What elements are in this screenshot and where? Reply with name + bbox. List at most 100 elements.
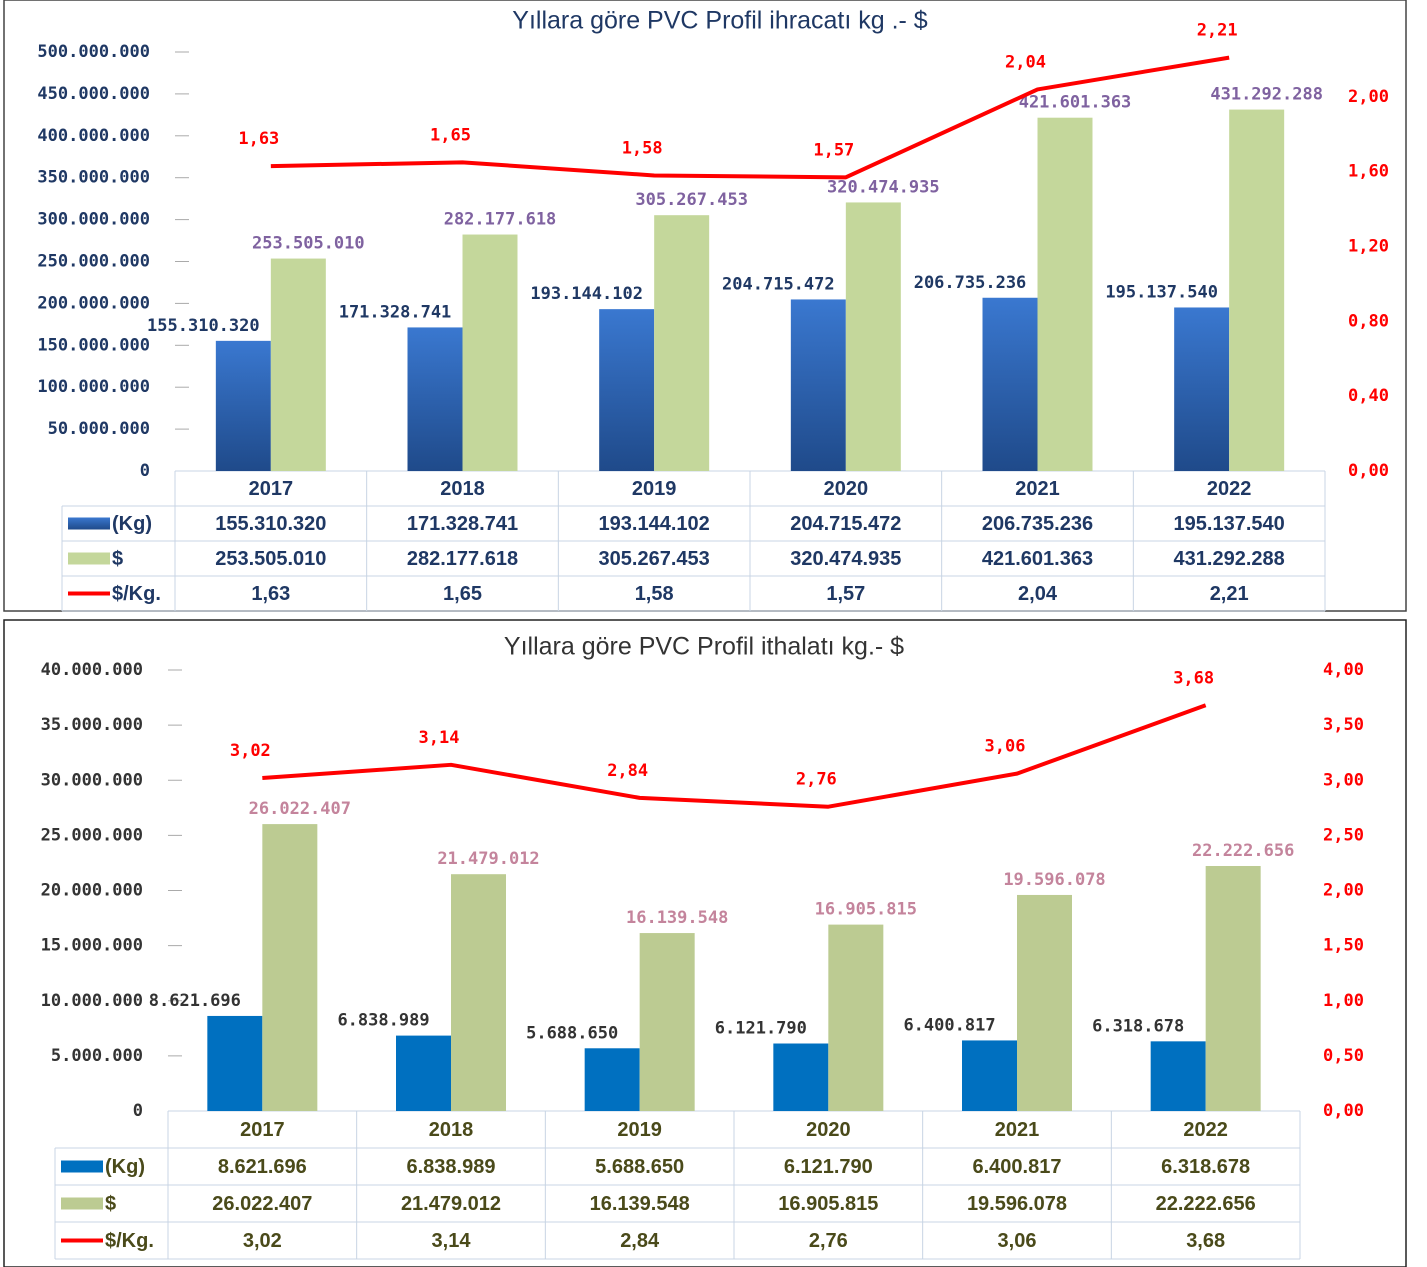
- y-tick-label: 15.000.000: [41, 936, 143, 956]
- bar: [215, 340, 271, 471]
- table-cell: 1,63: [251, 583, 290, 605]
- table-cell: 305.267.453: [599, 548, 710, 570]
- data-label: 305.267.453: [635, 190, 748, 210]
- data-label: 282.177.618: [444, 210, 557, 230]
- y2-tick-label: 1,00: [1323, 991, 1364, 1011]
- chart-frame: [3, 619, 1407, 1267]
- legend-label: $/Kg.: [112, 583, 161, 605]
- data-label: 421.601.363: [1019, 93, 1132, 113]
- line: [262, 703, 1207, 809]
- bar: [1205, 865, 1261, 1111]
- table-cell: 421.601.363: [982, 548, 1093, 570]
- data-label: 431.292.288: [1210, 85, 1323, 105]
- y-tick-label: 400.000.000: [37, 126, 150, 146]
- table-cell: 16.139.548: [590, 1193, 690, 1215]
- data-label: 171.328.741: [339, 302, 452, 322]
- x-tick-label: 2021: [995, 1119, 1040, 1141]
- bar: [1229, 109, 1285, 472]
- data-label: 206.735.236: [914, 273, 1027, 293]
- y-tick-label: 10.000.000: [41, 991, 143, 1011]
- data-label: 8.621.696: [149, 991, 241, 1011]
- legend-swatch: [68, 552, 110, 565]
- y2-tick-label: 3,00: [1323, 770, 1364, 790]
- legend-swatch: [61, 1160, 103, 1173]
- bar: [207, 1015, 263, 1111]
- bar: [1174, 307, 1230, 471]
- bar: [828, 924, 884, 1111]
- legend-label: $: [112, 548, 123, 570]
- table-cell: 1,65: [443, 583, 482, 605]
- table-cell: 6.318.678: [1161, 1156, 1250, 1178]
- line: [270, 55, 1230, 180]
- y2-tick-label: 2,50: [1323, 825, 1364, 845]
- y-tick-label: 30.000.000: [41, 770, 143, 790]
- table-cell: 22.222.656: [1156, 1193, 1256, 1215]
- table-cell: 3,02: [243, 1230, 282, 1252]
- legend-swatch: [61, 1197, 103, 1210]
- table-cell: 204.715.472: [790, 513, 901, 535]
- data-label: 193.144.102: [530, 284, 643, 304]
- y-tick-label: 450.000.000: [37, 84, 150, 104]
- y2-tick-label: 0,80: [1348, 311, 1389, 331]
- y-tick-label: 100.000.000: [37, 377, 150, 397]
- table-cell: 21.479.012: [401, 1193, 501, 1215]
- table-cell: 431.292.288: [1174, 548, 1285, 570]
- table-cell: 195.137.540: [1174, 513, 1285, 535]
- table-cell: 193.144.102: [599, 513, 710, 535]
- y2-tick-label: 4,00: [1323, 660, 1364, 680]
- table-cell: 5.688.650: [595, 1156, 684, 1178]
- bar: [270, 258, 326, 471]
- table-cell: 2,84: [620, 1230, 660, 1252]
- data-label: 6.838.989: [337, 1011, 429, 1031]
- bar: [407, 327, 463, 471]
- data-label: 1,57: [813, 140, 854, 160]
- y-tick-label: 25.000.000: [41, 825, 143, 845]
- y2-tick-label: 1,50: [1323, 936, 1364, 956]
- table-cell: 1,57: [826, 583, 865, 605]
- bar: [962, 1040, 1017, 1111]
- x-tick-label: 2022: [1183, 1119, 1228, 1141]
- y2-tick-label: 0,50: [1323, 1046, 1364, 1066]
- x-tick-label: 2022: [1207, 478, 1252, 500]
- data-label: 3,02: [230, 741, 271, 761]
- chart-title: Yıllara göre PVC Profil ithalatı kg.- $: [504, 633, 904, 661]
- bar: [654, 215, 710, 471]
- table-cell: 2,76: [809, 1230, 848, 1252]
- chart-title: Yıllara göre PVC Profil ihracatı kg .- $: [512, 7, 928, 35]
- x-tick-label: 2019: [617, 1119, 662, 1141]
- y2-tick-label: 1,60: [1348, 162, 1389, 182]
- y-tick-label: 0: [140, 461, 150, 481]
- y2-tick-label: 3,50: [1323, 715, 1364, 735]
- data-label: 155.310.320: [147, 316, 260, 336]
- x-tick-label: 2020: [806, 1119, 851, 1141]
- data-label: 3,06: [985, 737, 1026, 757]
- x-tick-label: 2020: [824, 478, 869, 500]
- y-tick-label: 0: [133, 1101, 143, 1121]
- data-label: 26.022.407: [249, 799, 351, 819]
- bar: [845, 202, 901, 471]
- y2-tick-label: 1,20: [1348, 237, 1389, 257]
- data-label: 253.505.010: [252, 234, 365, 254]
- table-cell: 171.328.741: [407, 513, 518, 535]
- table-cell: 282.177.618: [407, 548, 518, 570]
- bar: [982, 297, 1038, 471]
- y-tick-label: 50.000.000: [48, 419, 150, 439]
- y-tick-label: 350.000.000: [37, 168, 150, 188]
- table-cell: 6.838.989: [407, 1156, 496, 1178]
- bar: [773, 1043, 829, 1111]
- data-label: 5.688.650: [526, 1023, 618, 1043]
- data-label: 6.121.790: [715, 1019, 807, 1039]
- table-cell: 1,58: [635, 583, 674, 605]
- table-cell: 253.505.010: [215, 548, 326, 570]
- x-tick-label: 2019: [632, 478, 677, 500]
- y-tick-label: 300.000.000: [37, 210, 150, 230]
- data-label: 2,21: [1197, 21, 1238, 41]
- bar: [396, 1035, 451, 1111]
- table-cell: 320.474.935: [790, 548, 901, 570]
- data-label: 1,63: [238, 129, 279, 149]
- data-label: 19.596.078: [1003, 870, 1105, 890]
- y2-tick-label: 0,00: [1323, 1101, 1364, 1121]
- bar: [262, 824, 318, 1111]
